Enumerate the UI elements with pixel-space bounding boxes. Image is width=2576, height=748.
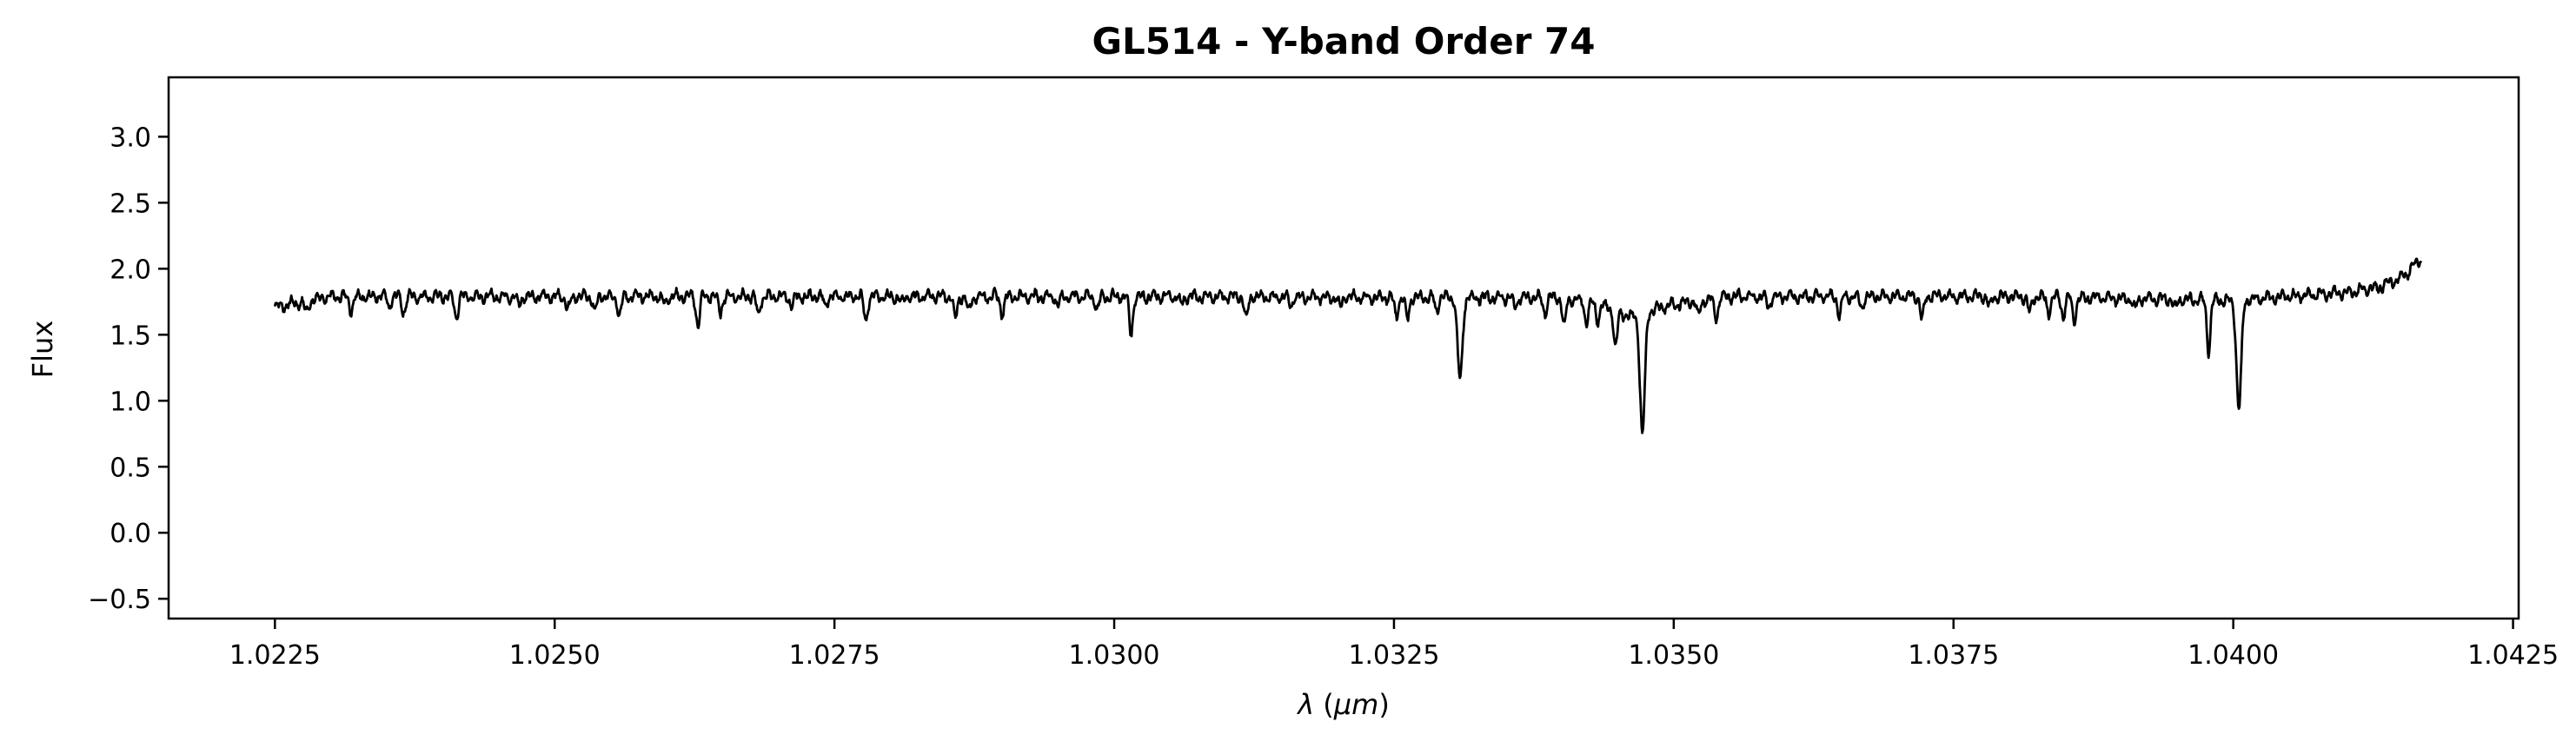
x-tick-label: 1.0275	[789, 640, 880, 671]
spectrum-line	[273, 257, 2423, 434]
y-axis-label: Flux	[26, 321, 59, 379]
x-axis-label-symbol: λ	[1296, 688, 1314, 721]
chart-title: GL514 - Y-band Order 74	[1092, 20, 1596, 63]
y-tick-label: 0.5	[110, 453, 151, 483]
x-tick-label: 1.0300	[1069, 640, 1160, 671]
x-tick-label: 1.0225	[229, 640, 321, 671]
y-tick-label: 0.0	[110, 519, 151, 549]
x-tick-label: 1.0425	[2467, 640, 2559, 671]
y-tick-label: 2.0	[110, 255, 151, 285]
y-tick-label: 1.5	[110, 321, 151, 351]
y-tick-label: 1.0	[110, 387, 151, 417]
x-tick-label: 1.0250	[509, 640, 601, 671]
x-axis-label-unit: μm	[1333, 688, 1379, 721]
x-tick-label: 1.0375	[1908, 640, 1999, 671]
x-tick-label: 1.0400	[2188, 640, 2279, 671]
x-tick-label: 1.0325	[1348, 640, 1439, 671]
y-tick-label: 2.5	[110, 189, 151, 219]
y-axis-ticks: −0.5 0.0 0.5 1.0 1.5 2.0 2.5 3.0	[88, 122, 169, 615]
x-axis-ticks: 1.0225 1.0250 1.0275 1.0300 1.0325 1.0350 1.03…	[229, 619, 2559, 671]
plot-frame	[167, 76, 2520, 620]
x-tick-label: 1.0350	[1628, 640, 1719, 671]
y-tick-label: 3.0	[110, 122, 151, 153]
x-axis-label: λ (μm)	[1296, 688, 1390, 721]
y-tick-label: −0.5	[88, 585, 151, 615]
